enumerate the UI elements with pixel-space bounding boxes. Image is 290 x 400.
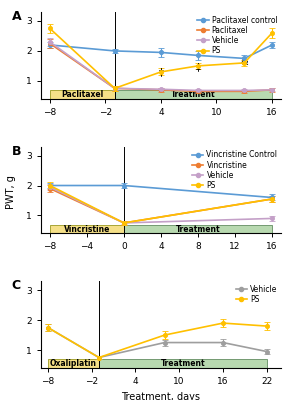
Text: A: A bbox=[12, 10, 21, 23]
FancyBboxPatch shape bbox=[50, 90, 115, 99]
FancyBboxPatch shape bbox=[99, 359, 267, 368]
Text: Vincristine: Vincristine bbox=[64, 224, 110, 234]
Legend: Vincristine Control, Vincristine, Vehicle, PS: Vincristine Control, Vincristine, Vehicl… bbox=[189, 147, 280, 193]
Legend: Vehicle, PS: Vehicle, PS bbox=[233, 282, 280, 307]
FancyBboxPatch shape bbox=[124, 225, 272, 234]
Text: ‡: ‡ bbox=[195, 62, 200, 72]
FancyBboxPatch shape bbox=[115, 90, 272, 99]
Text: Treatment: Treatment bbox=[161, 359, 205, 368]
FancyBboxPatch shape bbox=[48, 359, 99, 368]
X-axis label: Treatment, days: Treatment, days bbox=[122, 392, 200, 400]
FancyBboxPatch shape bbox=[50, 225, 124, 234]
Text: Oxaliplatin: Oxaliplatin bbox=[50, 359, 97, 368]
Text: C: C bbox=[12, 280, 21, 292]
Text: Treatment: Treatment bbox=[171, 90, 216, 99]
Text: Paclitaxel: Paclitaxel bbox=[61, 90, 103, 99]
Text: B: B bbox=[12, 145, 21, 158]
Text: Treatment: Treatment bbox=[176, 224, 220, 234]
Text: †: † bbox=[159, 67, 163, 77]
Legend: Paclitaxel control, Paclitaxel, Vehicle, PS: Paclitaxel control, Paclitaxel, Vehicle,… bbox=[194, 13, 280, 58]
Text: PWT, g: PWT, g bbox=[6, 175, 16, 209]
Text: &: & bbox=[240, 57, 248, 67]
